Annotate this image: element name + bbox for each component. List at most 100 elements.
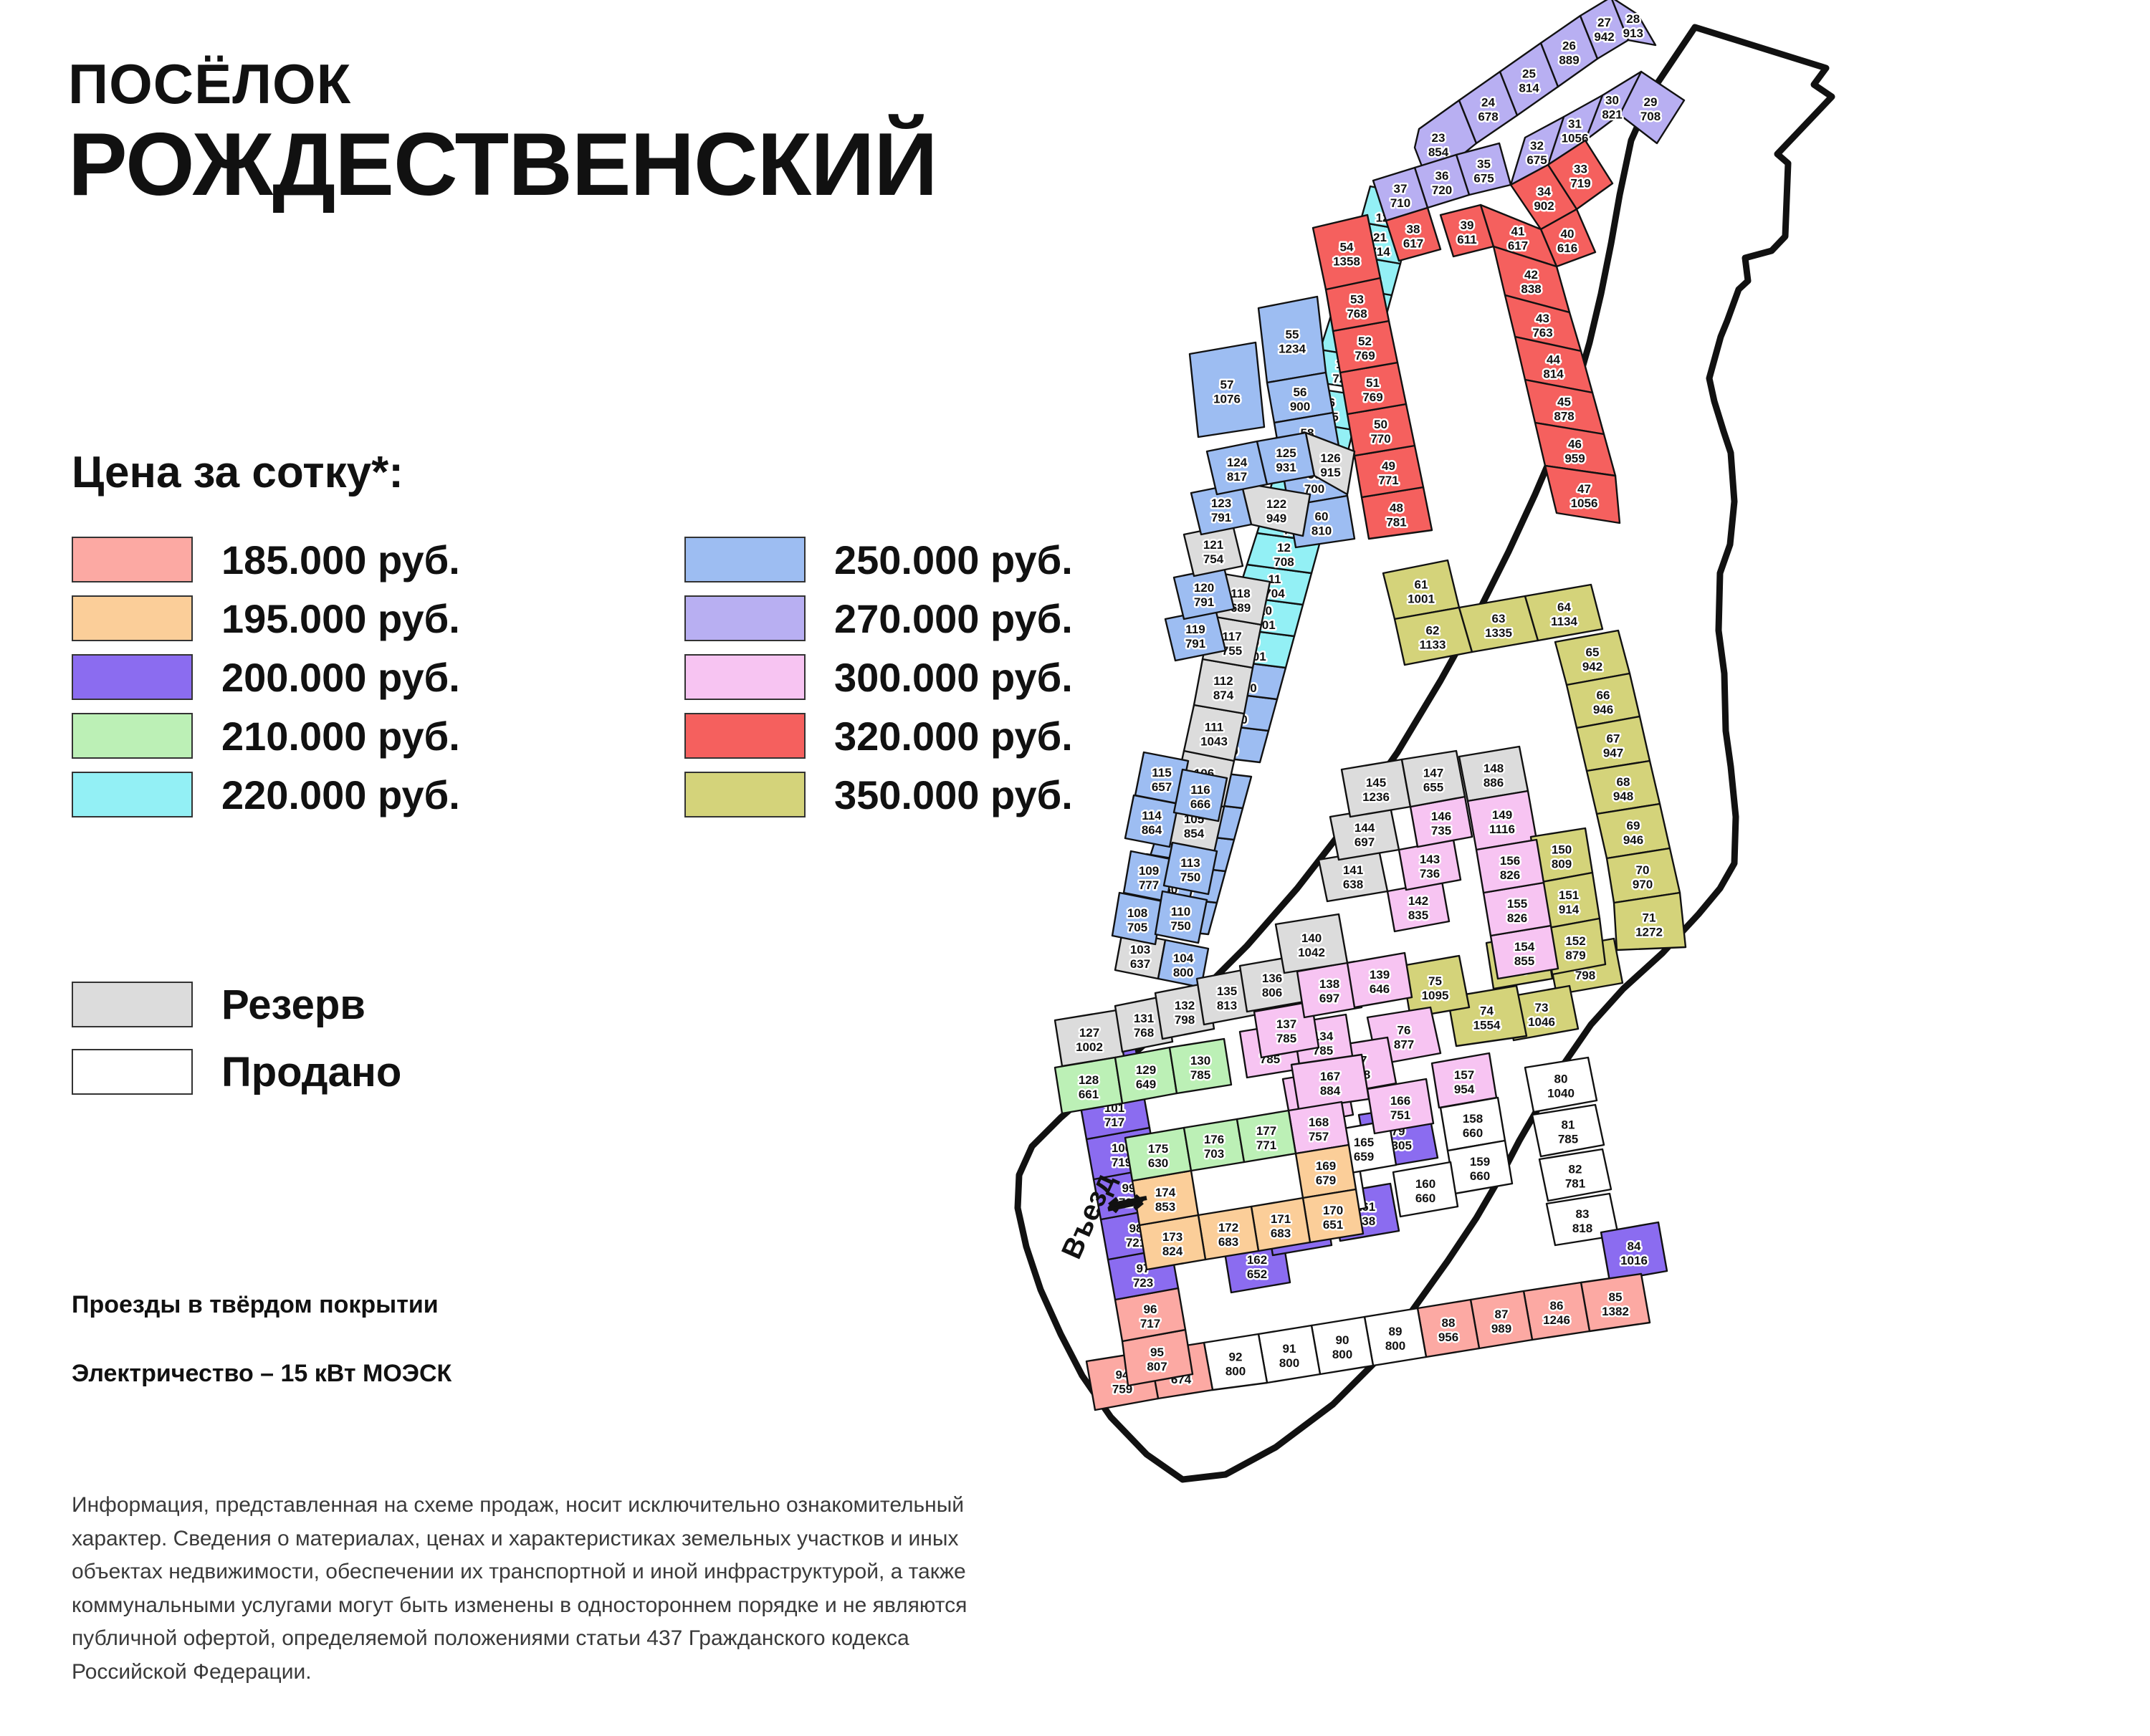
- map-svg[interactable]: 1708270537044703570167197700870097011070…: [975, 0, 2150, 1736]
- plot-shape[interactable]: [1538, 1148, 1612, 1202]
- plot-shape[interactable]: [1400, 954, 1471, 1019]
- plot-shape[interactable]: [1162, 841, 1218, 896]
- plot-shape[interactable]: [1154, 890, 1208, 944]
- plot-shape[interactable]: [1475, 838, 1545, 894]
- plot-shape[interactable]: [1168, 1037, 1233, 1095]
- plot-shape[interactable]: [1611, 0, 1657, 47]
- plot-shape[interactable]: [1366, 1078, 1435, 1135]
- plot-shape[interactable]: [1385, 206, 1442, 262]
- plot-shape[interactable]: [1274, 913, 1349, 974]
- plot-shape[interactable]: [1253, 1000, 1320, 1059]
- plot-shape[interactable]: [1172, 768, 1228, 823]
- plot-shape[interactable]: [1346, 951, 1413, 1009]
- plot-shape[interactable]: [1531, 1103, 1605, 1158]
- plot-shape[interactable]: [1524, 1056, 1598, 1113]
- plot-shape[interactable]: [1544, 464, 1621, 524]
- plot-map[interactable]: 1708270537044703570167197700870097011070…: [975, 0, 2150, 1736]
- plot-shape[interactable]: [1600, 1221, 1668, 1282]
- plot-shape[interactable]: [1524, 583, 1604, 642]
- plot-shape[interactable]: [1612, 891, 1687, 951]
- plot-shape[interactable]: [1312, 214, 1382, 291]
